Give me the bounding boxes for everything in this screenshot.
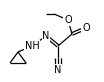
Text: O: O (82, 23, 90, 33)
Text: NH: NH (25, 41, 39, 51)
Text: N: N (54, 65, 62, 75)
Text: O: O (64, 15, 72, 25)
Text: N: N (42, 31, 50, 41)
